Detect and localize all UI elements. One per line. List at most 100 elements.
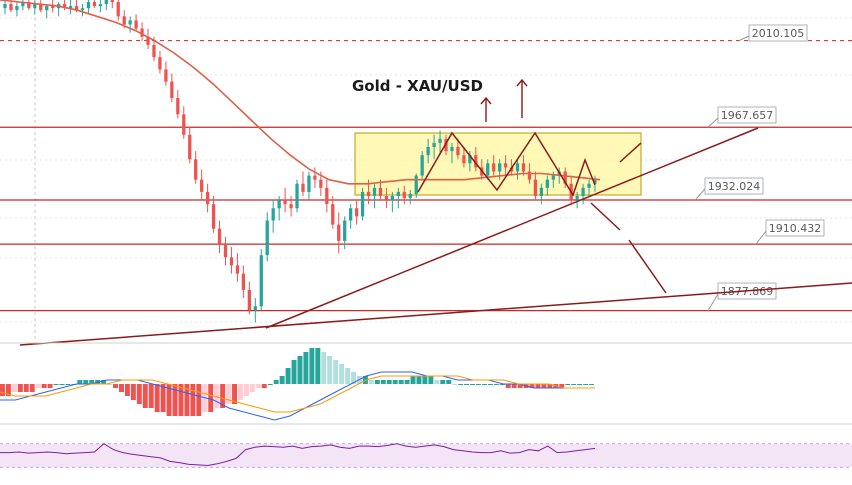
candle-body <box>15 6 19 11</box>
macd-histogram-bar <box>589 384 594 385</box>
macd-histogram-bar <box>226 384 232 404</box>
macd-histogram-bar <box>142 384 148 408</box>
macd-histogram-bar <box>452 384 458 385</box>
up-arrow-head <box>516 78 528 87</box>
macd-histogram-bar <box>315 348 321 384</box>
macd-histogram-bar <box>232 384 237 404</box>
candle-body <box>194 159 198 180</box>
signal-line <box>0 375 595 413</box>
level-callout-line <box>738 35 750 42</box>
macd-histogram-bar <box>196 384 202 416</box>
candle-body <box>253 306 257 311</box>
candle-body <box>587 183 591 188</box>
candle-body <box>402 191 406 199</box>
candle-body <box>134 20 138 29</box>
candle-body <box>593 179 597 184</box>
macd-panel <box>0 348 852 425</box>
macd-histogram-bar <box>559 384 565 388</box>
macd-histogram-bar <box>65 384 71 385</box>
candle-body <box>474 155 478 168</box>
price-label-box <box>717 106 777 124</box>
macd-histogram-bar <box>166 384 172 416</box>
candle-body <box>384 196 389 201</box>
up-arrow-head <box>480 96 492 105</box>
macd-histogram-bar <box>571 384 577 385</box>
candle-body <box>295 183 299 209</box>
macd-histogram-bar <box>380 380 386 384</box>
macd-histogram-bar <box>410 376 416 384</box>
macd-histogram-bar <box>47 384 53 388</box>
macd-histogram-bar <box>154 384 160 412</box>
macd-histogram-bar <box>547 384 553 388</box>
candle-body <box>325 187 329 205</box>
candle-body <box>62 4 67 9</box>
candle-body <box>503 163 508 168</box>
macd-histogram-bar <box>398 380 404 384</box>
macd-histogram-bar <box>416 376 422 384</box>
candle-body <box>575 196 579 201</box>
macd-histogram-bar <box>434 380 440 384</box>
level-callout-line <box>707 293 719 311</box>
macd-histogram-bar <box>208 384 214 412</box>
level-callout-line <box>694 188 706 201</box>
candle-body <box>492 163 496 172</box>
candle-body <box>390 196 395 201</box>
macd-histogram-bar <box>493 384 499 385</box>
zigzag-pattern <box>417 131 596 197</box>
macd-histogram-bar <box>190 384 196 416</box>
rsi-panel <box>0 443 852 468</box>
macd-histogram-bar <box>83 380 89 384</box>
support-trendline <box>265 127 759 329</box>
candle-body <box>426 147 430 156</box>
macd-histogram-bar <box>309 348 315 384</box>
macd-histogram-bar <box>17 384 23 392</box>
candle-body <box>533 179 538 196</box>
macd-histogram-bar <box>243 384 249 396</box>
macd-histogram-bar <box>119 384 124 392</box>
macd-histogram-bar <box>374 380 380 384</box>
candle-body <box>86 2 91 9</box>
candle-body <box>45 6 49 11</box>
long-trendline <box>19 282 852 346</box>
candle-body <box>158 57 162 70</box>
candle-body <box>539 187 544 196</box>
macd-histogram-bar <box>0 384 5 396</box>
macd-histogram-bar <box>333 360 339 384</box>
candle-body <box>211 204 216 229</box>
breakdown-projection <box>590 202 621 231</box>
candle-body <box>563 171 567 184</box>
macd-histogram-bar <box>511 384 517 388</box>
macd-histogram-bar <box>130 384 136 400</box>
candle-body <box>313 175 317 180</box>
candle-body <box>39 4 43 11</box>
candle-body <box>128 20 132 25</box>
macd-histogram-bar <box>255 384 261 388</box>
candle-body <box>378 187 383 196</box>
candle-body <box>301 183 305 192</box>
macd-histogram-bar <box>505 384 511 388</box>
level-callout-line <box>707 117 719 128</box>
candle-body <box>581 187 585 196</box>
macd-histogram-bar <box>297 356 303 384</box>
price-label-box <box>704 177 764 195</box>
macd-histogram-bar <box>481 384 487 385</box>
candle-body <box>9 4 13 11</box>
candle-body <box>307 175 311 192</box>
candle-body <box>462 155 466 164</box>
macd-histogram-bar <box>261 384 267 388</box>
breakdown-projection <box>628 239 667 294</box>
candle-body <box>468 155 472 164</box>
candle-body <box>331 204 335 225</box>
candle-body <box>337 224 341 241</box>
macd-histogram-bar <box>77 380 83 384</box>
macd-histogram-bar <box>327 356 333 384</box>
candle-body <box>414 175 418 194</box>
macd-histogram-bar <box>5 384 11 396</box>
candle-body <box>521 163 526 172</box>
price-level-label: 1932.024 <box>708 180 761 193</box>
candle-body <box>200 179 204 192</box>
macd-histogram-bar <box>351 372 356 384</box>
candle-body <box>444 138 448 152</box>
